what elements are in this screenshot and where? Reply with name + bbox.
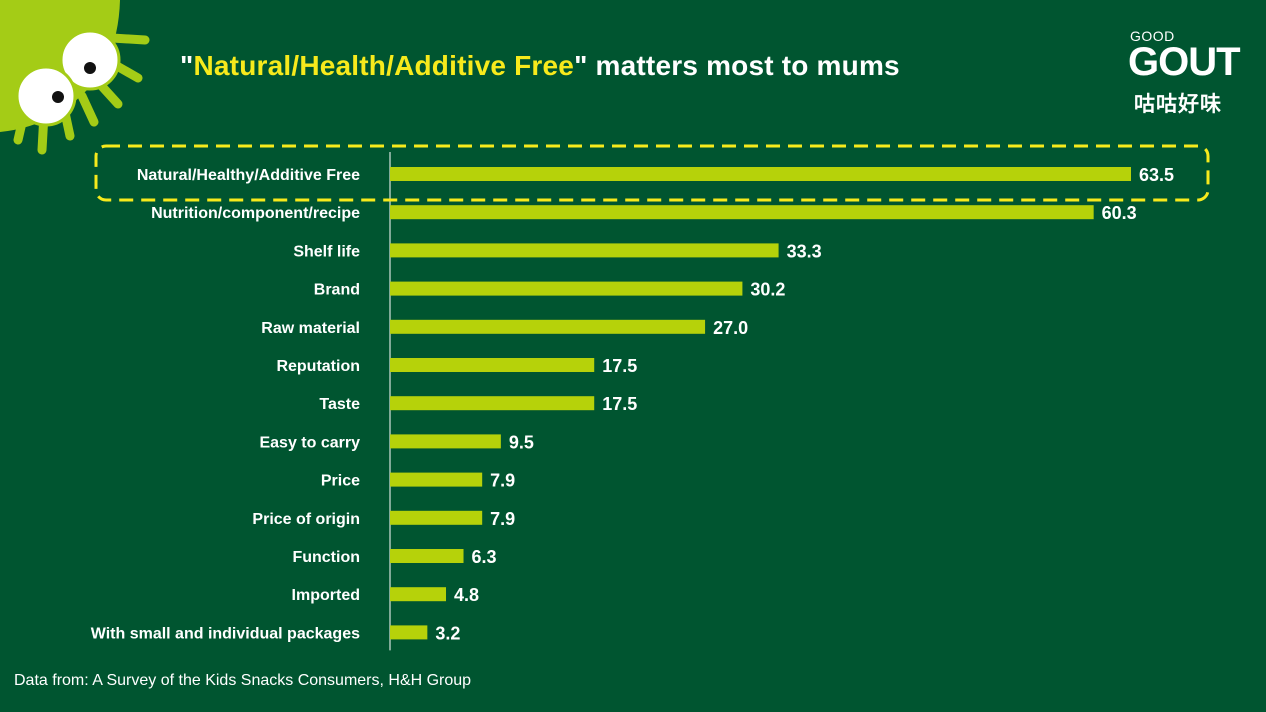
- category-label: Raw material: [261, 320, 360, 337]
- page-title: "Natural/Health/Additive Free" matters m…: [180, 50, 900, 82]
- bar: [390, 243, 779, 258]
- category-label: With small and individual packages: [91, 625, 360, 642]
- bar: [390, 358, 595, 372]
- data-label: 3.2: [435, 623, 460, 643]
- bar: [390, 205, 1094, 220]
- data-label: 17.5: [602, 356, 637, 376]
- data-label: 30.2: [750, 280, 785, 300]
- category-label: Price: [321, 473, 360, 490]
- data-label: 9.5: [509, 432, 534, 452]
- data-label: 7.9: [490, 509, 515, 529]
- category-label: Price of origin: [252, 511, 360, 528]
- bar: [390, 396, 595, 411]
- data-label: 7.9: [490, 471, 515, 491]
- category-label: Easy to carry: [259, 434, 360, 451]
- category-label: Taste: [319, 396, 360, 413]
- title-quote-close: ": [574, 50, 588, 81]
- title-rest: matters most to mums: [587, 50, 900, 81]
- title-highlight: Natural/Health/Additive Free: [193, 50, 575, 81]
- data-label: 4.8: [454, 585, 479, 605]
- brand-logo: GOOD GOUT 咕咕好味: [1128, 28, 1248, 118]
- bar: [390, 549, 464, 563]
- data-label: 60.3: [1102, 203, 1137, 223]
- bar: [390, 472, 483, 487]
- category-label: Reputation: [276, 358, 360, 375]
- logo-chinese-text: 咕咕好味: [1134, 93, 1222, 116]
- bar: [390, 434, 501, 449]
- logo-main-text: GOUT: [1128, 40, 1241, 84]
- category-label: Natural/Healthy/Additive Free: [137, 167, 360, 184]
- category-label: Nutrition/component/recipe: [151, 205, 360, 222]
- bar: [390, 281, 743, 296]
- data-label: 63.5: [1139, 165, 1174, 185]
- highlight-callout-box: [94, 144, 1210, 202]
- bar: [390, 167, 1131, 181]
- data-label: 6.3: [472, 547, 497, 567]
- data-label: 17.5: [602, 394, 637, 414]
- mascot-eyes-icon: [0, 0, 150, 155]
- bar: [390, 510, 483, 525]
- category-label: Function: [292, 549, 360, 566]
- data-label: 33.3: [787, 241, 822, 261]
- logo-top-text: GOOD: [1130, 28, 1175, 44]
- bar: [390, 625, 428, 640]
- bar: [390, 319, 706, 334]
- data-source-note: Data from: A Survey of the Kids Snacks C…: [14, 672, 472, 689]
- category-label: Brand: [314, 282, 360, 299]
- data-label: 27.0: [713, 318, 748, 338]
- category-label: Shelf life: [293, 243, 360, 260]
- mascot: [0, 0, 150, 155]
- bar: [390, 587, 447, 602]
- category-label: Imported: [292, 587, 360, 604]
- title-quote-open: ": [180, 50, 194, 81]
